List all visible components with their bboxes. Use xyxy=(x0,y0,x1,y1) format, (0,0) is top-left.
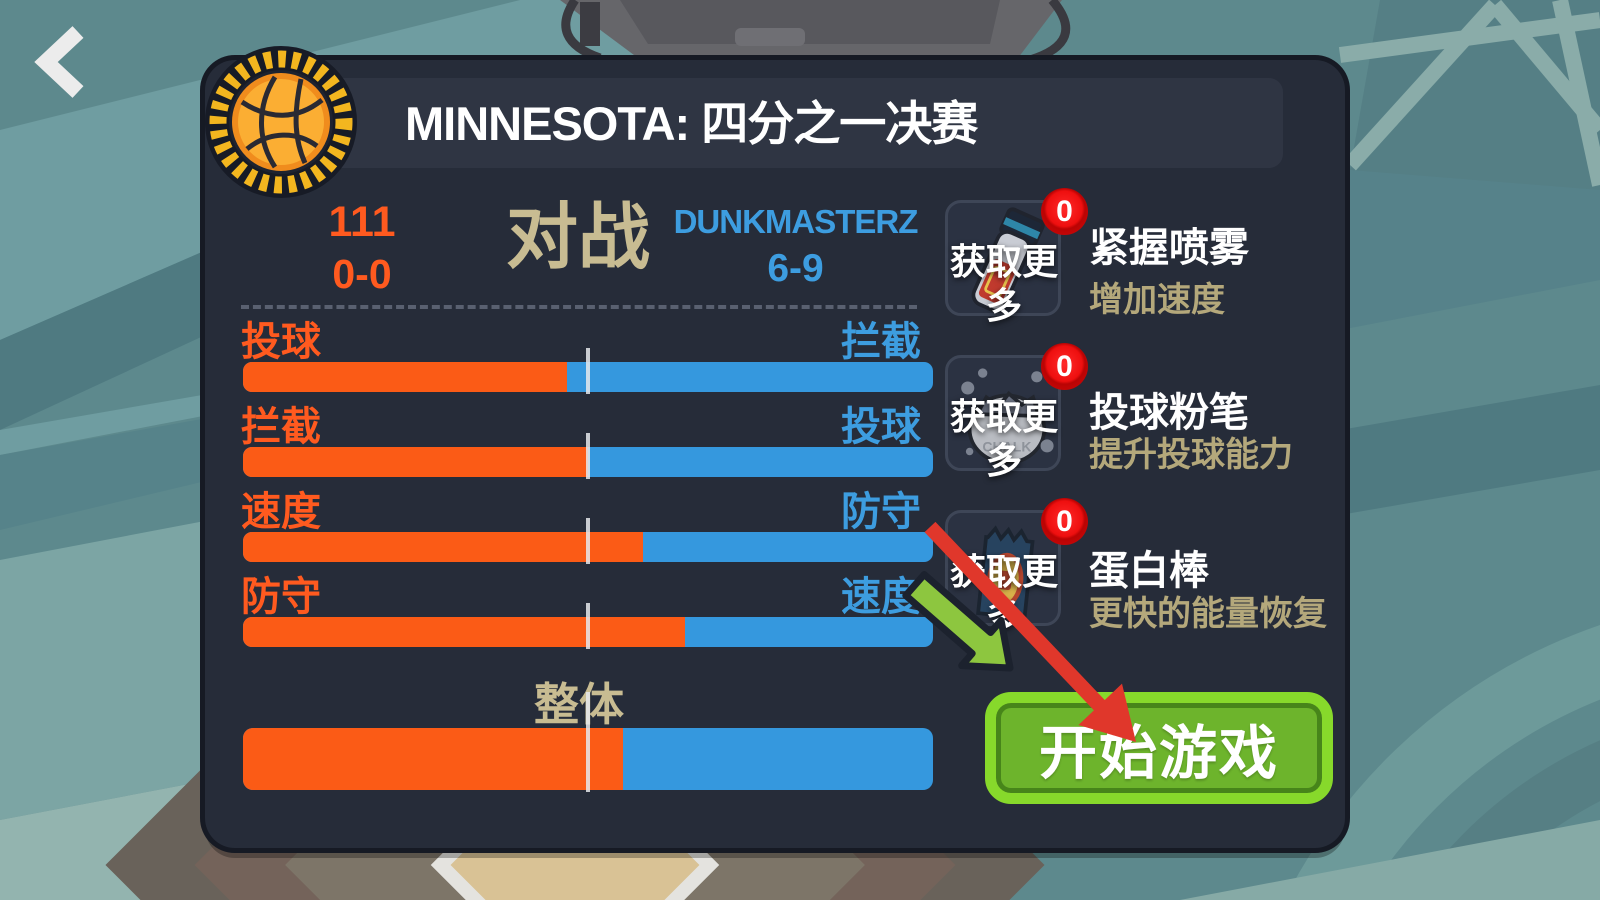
count-badge: 0 xyxy=(1041,343,1088,390)
stat-row-labels: 防守 速度 xyxy=(241,575,921,619)
stat-bar xyxy=(243,433,933,479)
stat-label-away: 拦截 xyxy=(841,320,921,364)
grip-spray-icon xyxy=(971,207,1045,313)
tournament-medal-icon xyxy=(205,46,357,198)
get-more-button[interactable]: 获取更多 xyxy=(949,396,1058,481)
home-team-name: 111 xyxy=(328,198,396,246)
home-stat-fill xyxy=(243,532,644,562)
start-game-label: 开始游戏 xyxy=(1038,721,1279,786)
back-button[interactable] xyxy=(18,18,98,108)
center-marker xyxy=(586,603,590,649)
home-stat-fill xyxy=(243,362,568,392)
stat-row-labels: 投球 拦截 xyxy=(241,320,921,364)
stat-bar xyxy=(243,348,933,394)
center-marker xyxy=(586,433,590,479)
count-badge: 0 xyxy=(1041,188,1088,235)
home-stat-fill xyxy=(243,728,623,790)
home-stat-fill xyxy=(243,447,588,477)
back-chevron-icon xyxy=(34,26,84,98)
stat-label-home: 速度 xyxy=(241,490,321,534)
dashed-separator xyxy=(241,305,917,309)
home-team-block: 111 0-0 xyxy=(297,196,427,300)
powerup-subtitle: 提升投球能力 xyxy=(1089,436,1293,474)
center-marker xyxy=(586,348,590,394)
get-more-button[interactable]: 获取更多 xyxy=(949,241,1058,326)
stat-label-home: 投球 xyxy=(241,320,321,364)
powerup-title: 蛋白棒 xyxy=(1089,549,1209,593)
stat-row-labels: 速度 防守 xyxy=(241,490,921,534)
powerup-subtitle: 增加速度 xyxy=(1089,281,1225,319)
center-marker xyxy=(586,518,590,564)
title-strip: MINNESOTA: 四分之一决赛 xyxy=(247,78,1283,168)
powerup-subtitle: 更快的能量恢复 xyxy=(1089,595,1327,633)
stat-bar xyxy=(243,603,933,649)
center-marker xyxy=(586,692,590,792)
away-team-name: DUNKMASTERZ xyxy=(673,203,919,240)
get-more-button[interactable]: 获取更多 xyxy=(949,551,1058,636)
match-preview-panel: MINNESOTA: 四分之一决赛 111 0-0 对战 DUNKMASTERZ… xyxy=(205,46,1345,848)
count-badge: 0 xyxy=(1041,498,1088,545)
stat-label-home: 防守 xyxy=(241,575,321,619)
start-game-button[interactable]: 开始游戏 xyxy=(985,692,1333,804)
powerup-title: 投球粉笔 xyxy=(1089,391,1249,435)
shot-chalk-icon: CHALK xyxy=(961,368,1054,465)
powerup-tile-shot-chalk[interactable]: CHALK xyxy=(945,355,1061,471)
versus-label: 对战 xyxy=(505,198,650,278)
powerup-title: 紧握喷雾 xyxy=(1089,226,1249,270)
stat-label-home: 拦截 xyxy=(241,405,321,449)
stat-bar xyxy=(243,518,933,564)
away-team-block: DUNKMASTERZ 6-9 xyxy=(673,200,919,294)
stat-label-away: 投球 xyxy=(841,405,921,449)
stat-row-labels: 拦截 投球 xyxy=(241,405,921,449)
home-stat-fill xyxy=(243,617,685,647)
match-title: MINNESOTA: 四分之一决赛 xyxy=(405,97,978,150)
away-team-record: 6-9 xyxy=(767,247,824,290)
stat-label-away: 速度 xyxy=(841,575,921,619)
chalk-label: CHALK xyxy=(982,438,1031,454)
stat-label-away: 防守 xyxy=(841,490,921,534)
scoreboard-structure xyxy=(560,0,1071,65)
overall-stat-bar xyxy=(243,692,933,792)
overall-label: 整体 xyxy=(533,679,624,730)
home-team-record: 0-0 xyxy=(332,251,392,297)
